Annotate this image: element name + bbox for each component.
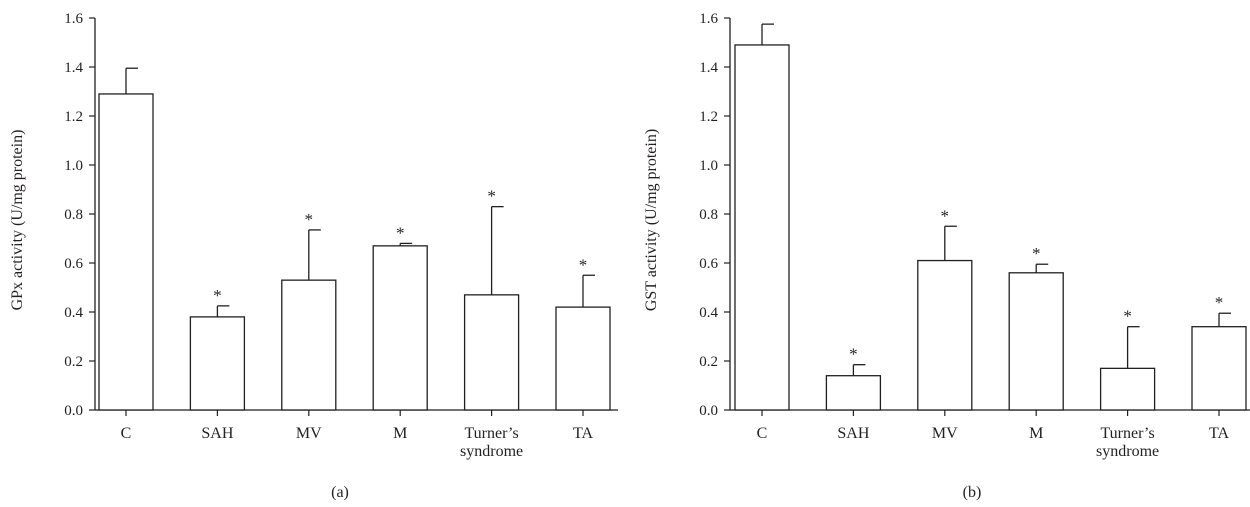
bar-a	[98, 93, 154, 411]
bar-b	[1191, 326, 1247, 411]
y-tick-label-b: 0.4	[699, 305, 718, 321]
bar-a	[463, 294, 520, 411]
category-label-b: M	[1029, 425, 1043, 442]
panel-label-b: (b)	[963, 484, 982, 501]
y-axis-title-a: GPx activity (U/mg protein)	[9, 130, 26, 311]
significance-marker-b: *	[1215, 293, 1224, 312]
bar-b	[1099, 367, 1156, 411]
significance-marker-a: *	[396, 223, 405, 242]
chart-panel-b: 0.0 0.2 0.4 0.6 0.8 1.0 1.2 1.4 1.6 GST activity …	[643, 11, 1250, 501]
y-tick-label-a: 1.0	[64, 158, 83, 174]
category-label-b: MV	[932, 425, 958, 442]
category-label-b: Turner’s	[1100, 425, 1154, 442]
panel-label-a: (a)	[331, 484, 349, 501]
category-label-a: SAH	[201, 425, 233, 442]
y-tick-label-b: 1.0	[699, 158, 718, 174]
significance-marker-a: *	[487, 187, 496, 206]
category-label-a: M	[393, 425, 407, 442]
category-label-a: TA	[573, 425, 593, 442]
y-tick-label-a: 1.2	[64, 109, 83, 125]
chart-panel-a: 0.0 0.2 0.4 0.6 0.8 1.0 1.2 1.4 1.6 GPx activity …	[9, 11, 618, 501]
y-tick-label-a: 1.6	[64, 11, 83, 27]
significance-marker-b: *	[1123, 307, 1132, 326]
y-tick-label-a: 0.2	[64, 354, 83, 370]
bar-a	[281, 279, 337, 411]
significance-marker-b: *	[1032, 244, 1041, 263]
significance-marker-a: *	[305, 210, 314, 229]
bar-b	[734, 44, 790, 411]
y-tick-label-a: 1.4	[64, 60, 83, 76]
y-tick-label-a: 0.6	[64, 256, 83, 272]
significance-marker-a: *	[579, 255, 588, 274]
bar-b	[825, 375, 882, 411]
category-label-a: Turner’s	[464, 425, 518, 442]
bar-b	[1008, 272, 1064, 411]
y-tick-label-b: 1.6	[699, 11, 718, 27]
bar-a	[189, 316, 246, 411]
y-tick-label-b: 0.2	[699, 354, 718, 370]
y-tick-label-b: 0.0	[699, 403, 718, 419]
y-tick-label-b: 1.2	[699, 109, 718, 125]
y-tick-label-b: 1.4	[699, 60, 718, 76]
category-label-a: C	[121, 425, 132, 442]
y-axis-title-b: GST activity (U/mg protein)	[643, 129, 660, 311]
significance-marker-b: *	[849, 345, 858, 364]
category-label-b: TA	[1209, 425, 1229, 442]
y-tick-label-a: 0.0	[64, 403, 83, 419]
y-tick-label-a: 0.4	[64, 305, 83, 321]
category-label-b: SAH	[837, 425, 869, 442]
category-label-a: MV	[296, 425, 322, 442]
significance-marker-b: *	[941, 206, 950, 225]
y-tick-label-b: 0.6	[699, 256, 718, 272]
category-label-b: C	[757, 425, 768, 442]
y-tick-label-a: 0.8	[64, 207, 83, 223]
category-label-a: syndrome	[460, 443, 523, 460]
bar-a	[372, 245, 428, 411]
significance-marker-a: *	[213, 286, 222, 305]
category-label-b: syndrome	[1096, 443, 1159, 460]
bar-b	[917, 259, 973, 411]
y-tick-label-b: 0.8	[699, 207, 718, 223]
bar-a	[555, 306, 611, 411]
